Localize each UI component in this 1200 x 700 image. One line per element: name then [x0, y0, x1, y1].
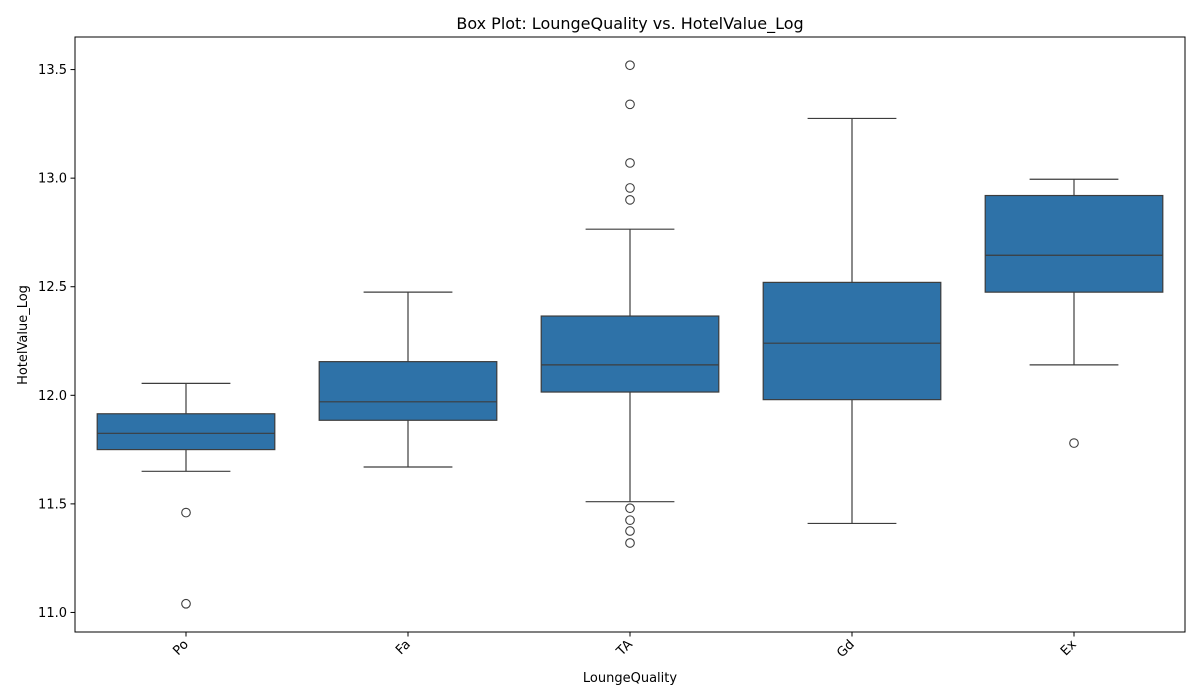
box-ta-outlier-3	[625, 158, 635, 168]
box-ex-outlier-1	[1069, 438, 1079, 448]
box-ta-outlier-1	[625, 60, 635, 71]
box-po-iqr-box	[96, 413, 276, 451]
y-tick-label: 12.0	[38, 389, 67, 404]
box-po-outlier-2	[181, 598, 191, 609]
x-tick-label: Fa	[393, 637, 414, 658]
box-ta-outlier-4	[625, 183, 635, 193]
x-tick-label: Ex	[1058, 637, 1080, 659]
x-tick-label: TA	[613, 637, 636, 660]
y-tick-label: 11.5	[38, 497, 67, 512]
box-ta-outlier-9	[625, 538, 635, 548]
box-gd-iqr-box	[762, 281, 942, 401]
box-ex-iqr-box	[984, 194, 1164, 293]
box-ta-outlier-6	[625, 503, 635, 514]
y-tick-label: 11.0	[38, 606, 67, 621]
box-fa-iqr-box	[318, 361, 498, 421]
y-tick-label: 13.5	[38, 63, 67, 78]
x-tick-label: Po	[170, 637, 191, 658]
box-ta-outlier-7	[625, 515, 635, 526]
box-ta-outlier-2	[625, 99, 635, 110]
chart-title: Box Plot: LoungeQuality vs. HotelValue_L…	[456, 14, 803, 34]
x-tick-label: Gd	[834, 637, 858, 661]
box-po-outlier-1	[181, 507, 191, 518]
plot-area: 11.0 11.5 12.0 12.5 13.0 13.5 Po Fa TA Gd Ex	[38, 36, 1186, 661]
y-tick-label: 13.0	[38, 172, 67, 187]
x-axis-label: LoungeQuality	[583, 671, 677, 686]
box-ta-iqr-box	[540, 315, 720, 393]
box-ta-outlier-8	[625, 526, 635, 536]
y-tick-label: 12.5	[38, 280, 67, 295]
box-ta-outlier-5	[625, 195, 635, 205]
y-axis-label: HotelValue_Log	[16, 285, 31, 385]
